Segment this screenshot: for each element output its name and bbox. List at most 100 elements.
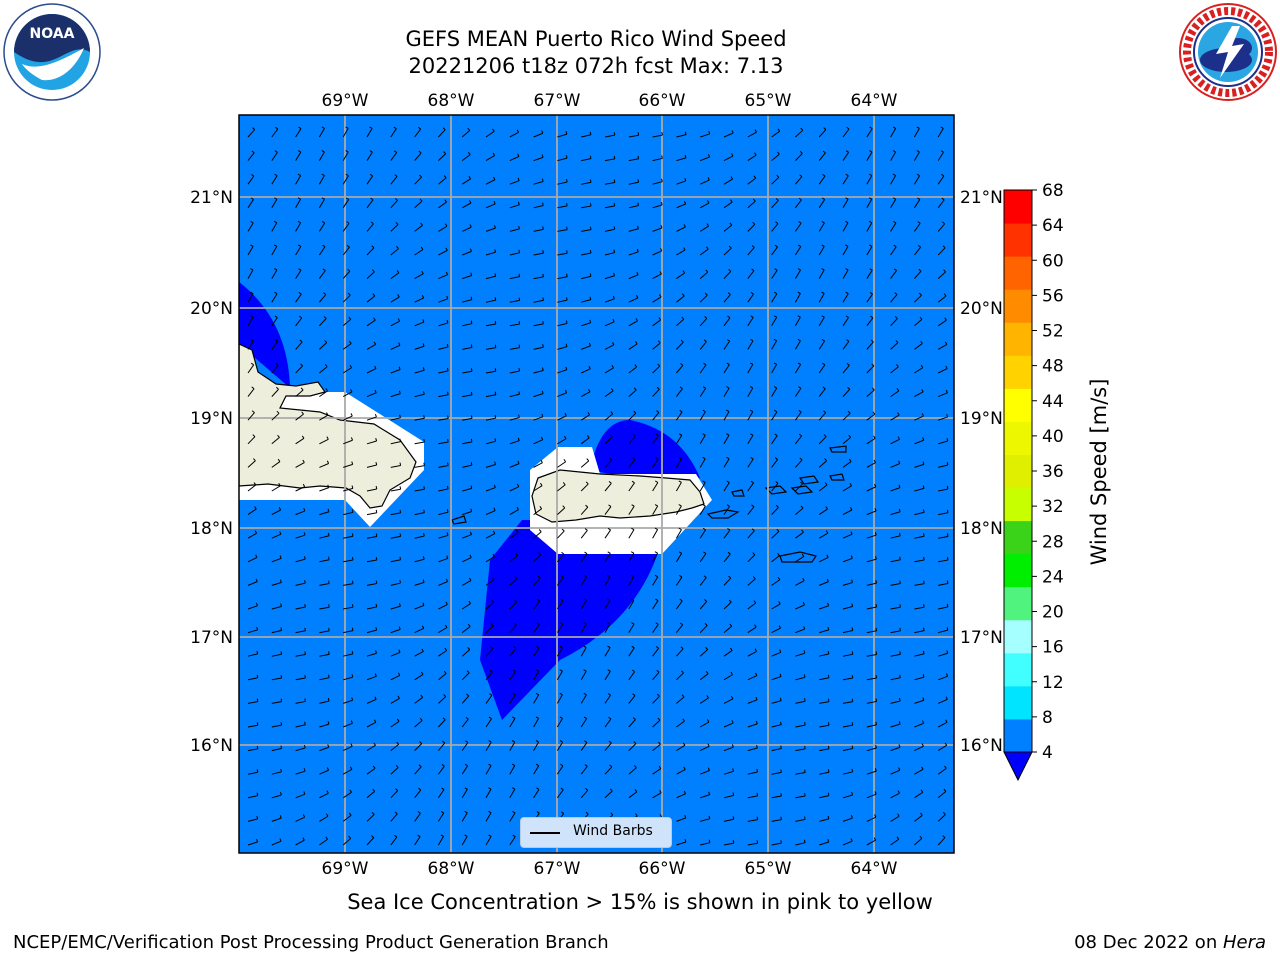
wind-barb-flag: [255, 554, 258, 558]
wind-barb-flag: [850, 555, 853, 559]
wind-barb: [271, 840, 282, 846]
wind-barb: [557, 484, 566, 492]
wind-barb-flag: [726, 339, 730, 342]
wind-barb: [390, 344, 401, 350]
wind-barb-flag: [657, 340, 661, 344]
wind-barb-flag: [637, 179, 640, 183]
wind-barb: [771, 340, 778, 350]
wind-barb: [676, 817, 686, 822]
wind-barb: [580, 670, 587, 681]
wind-barb: [628, 366, 638, 374]
wind-barb-flag: [488, 834, 492, 837]
wind-barb: [628, 552, 635, 563]
wind-barb: [914, 676, 925, 681]
wind-barb: [319, 342, 328, 350]
wind-barb: [628, 505, 635, 515]
wind-barb: [366, 488, 377, 492]
wind-barb: [723, 674, 733, 681]
wind-barb: [914, 439, 924, 445]
wind-barb-flag: [848, 458, 852, 462]
wind-barb-flag: [468, 577, 472, 581]
wind-barb-flag: [372, 765, 376, 769]
wind-barb: [795, 483, 803, 492]
wind-barb-flag: [397, 294, 400, 298]
wind-barb: [676, 134, 687, 138]
wind-barb: [533, 180, 544, 185]
wind-barb-flag: [419, 741, 423, 744]
wind-barb: [247, 748, 258, 752]
wind-barb: [485, 394, 496, 398]
wind-barb-flag: [559, 740, 563, 743]
wind-barb-flag: [804, 722, 806, 726]
wind-barb: [342, 768, 353, 775]
wind-barb: [914, 391, 924, 398]
wind-barb-flag: [680, 363, 684, 366]
wind-barb: [914, 583, 925, 586]
wind-barb: [414, 200, 423, 209]
wind-barb: [604, 623, 611, 633]
wind-barb-flag: [447, 439, 449, 443]
wind-barb: [771, 555, 780, 563]
wind-barb-flag: [375, 509, 378, 513]
wind-barb-flag: [850, 815, 853, 819]
wind-barb: [390, 272, 400, 280]
wind-barb-flag: [821, 220, 825, 224]
wind-barb-flag: [398, 390, 401, 394]
wind-barb: [794, 387, 802, 397]
wind-barb-flag: [945, 696, 948, 700]
wind-barb: [556, 765, 564, 775]
wind-barb-flag: [940, 150, 944, 153]
wind-barb: [890, 222, 897, 232]
wind-barb: [628, 343, 638, 350]
wind-barb-flag: [321, 197, 325, 200]
wind-barb-flag: [874, 768, 877, 772]
wind-barb: [819, 841, 829, 846]
wind-barb-flag: [731, 695, 734, 700]
wind-barb-flag: [751, 268, 755, 272]
wind-barb-flag: [470, 508, 473, 512]
colorbar-tick-label: 4: [1042, 743, 1053, 763]
wind-barb-flag: [946, 627, 949, 631]
wind-barb-flag: [442, 717, 446, 721]
wind-barb-flag: [321, 173, 325, 176]
wind-barb-flag: [873, 837, 877, 841]
wind-barb-flag: [797, 244, 802, 248]
wind-barb: [842, 840, 853, 846]
wind-barb: [842, 629, 853, 634]
wind-barb: [604, 766, 613, 775]
wind-barb: [295, 413, 304, 421]
wind-barb-flag: [872, 411, 876, 415]
wind-barb: [652, 744, 661, 751]
wind-barb: [581, 299, 591, 303]
wind-barb-flag: [849, 507, 853, 511]
wind-barb-flag: [845, 268, 849, 271]
wind-barb: [937, 271, 946, 279]
wind-barb-flag: [655, 433, 659, 437]
wind-barb: [319, 511, 330, 516]
wind-barb-flag: [538, 529, 542, 533]
wind-barb-flag: [539, 482, 543, 486]
wind-barb: [914, 630, 925, 634]
wind-barb: [271, 485, 281, 492]
wind-barb-flag: [726, 504, 730, 507]
wind-barb-flag: [327, 744, 330, 748]
wind-barb-flag: [657, 363, 661, 367]
wind-barb: [461, 178, 471, 185]
wind-barb: [414, 369, 425, 374]
wind-barb: [462, 323, 473, 327]
wind-barb-flag: [874, 507, 877, 512]
wind-barb-flag: [682, 742, 686, 746]
wind-barb: [937, 151, 944, 161]
wind-barb: [604, 298, 615, 303]
wind-barb-flag: [702, 527, 706, 531]
wind-barb-flag: [801, 529, 804, 533]
wind-barb: [295, 128, 302, 138]
wind-barb: [438, 650, 447, 657]
wind-barb: [699, 625, 708, 633]
wind-barb: [318, 128, 325, 138]
wind-barb-flag: [566, 226, 568, 230]
wind-barb: [794, 364, 802, 374]
wind-barb: [295, 510, 306, 516]
wind-barb-flag: [394, 198, 398, 201]
wind-barb-flag: [304, 674, 306, 679]
